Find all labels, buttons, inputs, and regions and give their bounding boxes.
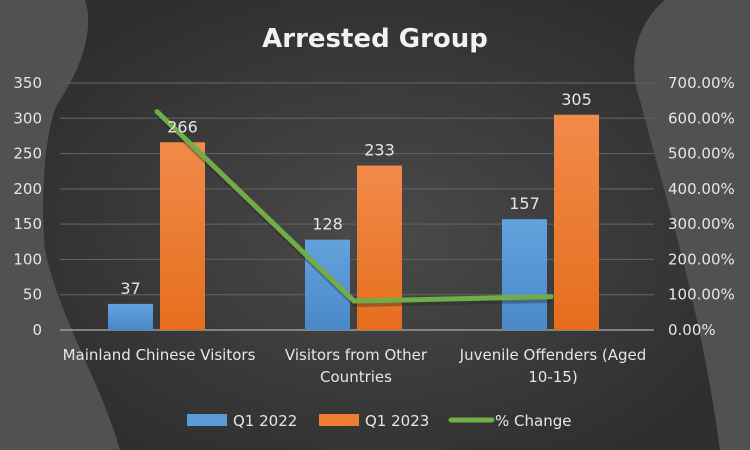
line-pct-change (154, 109, 554, 304)
y-tick-label: 350 (13, 74, 42, 92)
bar-q1-2022 (108, 303, 153, 330)
y2-tick-label: 600.00% (668, 109, 735, 127)
y-tick-label: 250 (13, 145, 42, 163)
y2-tick-label: 700.00% (668, 74, 735, 92)
x-category-label: 10-15) (528, 368, 577, 386)
bar-q1-2022 (305, 239, 350, 330)
chart-title: Arrested Group (262, 24, 488, 54)
y-tick-label: 50 (23, 286, 42, 304)
y2-tick-label: 300.00% (668, 215, 735, 233)
bar-q1-2023 (160, 142, 205, 330)
y-tick-label: 150 (13, 215, 42, 233)
bar-q1-2023 (554, 114, 599, 330)
data-label-q1-2023: 233 (364, 141, 395, 160)
y2-tick-label: 100.00% (668, 286, 735, 304)
data-label-q1-2022: 157 (509, 194, 540, 213)
y-tick-label: 0 (32, 321, 42, 339)
data-label-q1-2023: 305 (561, 90, 592, 109)
legend-swatch-q1-2022 (187, 414, 227, 426)
y-tick-label: 100 (13, 250, 42, 268)
legend-label-q1-2023: Q1 2023 (365, 412, 429, 430)
y2-tick-label: 0.00% (668, 321, 716, 339)
x-category-label: Visitors from Other (285, 346, 428, 364)
legend-swatch-q1-2023 (319, 414, 359, 426)
legend-label-q1-2022: Q1 2022 (233, 412, 297, 430)
data-label-q1-2023: 266 (167, 117, 198, 136)
data-label-q1-2022: 37 (120, 279, 140, 298)
bar-q1-2022 (502, 219, 547, 330)
data-label-q1-2022: 128 (312, 215, 343, 234)
x-category-label: Countries (320, 368, 392, 386)
y2-tick-label: 400.00% (668, 180, 735, 198)
y-tick-label: 300 (13, 109, 42, 127)
x-category-label: Mainland Chinese Visitors (63, 346, 256, 364)
y2-tick-label: 500.00% (668, 145, 735, 163)
y2-tick-label: 200.00% (668, 250, 735, 268)
y-tick-label: 200 (13, 180, 42, 198)
x-category-label: Juvenile Offenders (Aged (459, 346, 647, 364)
legend-label-pct-change: % Change (495, 412, 571, 430)
